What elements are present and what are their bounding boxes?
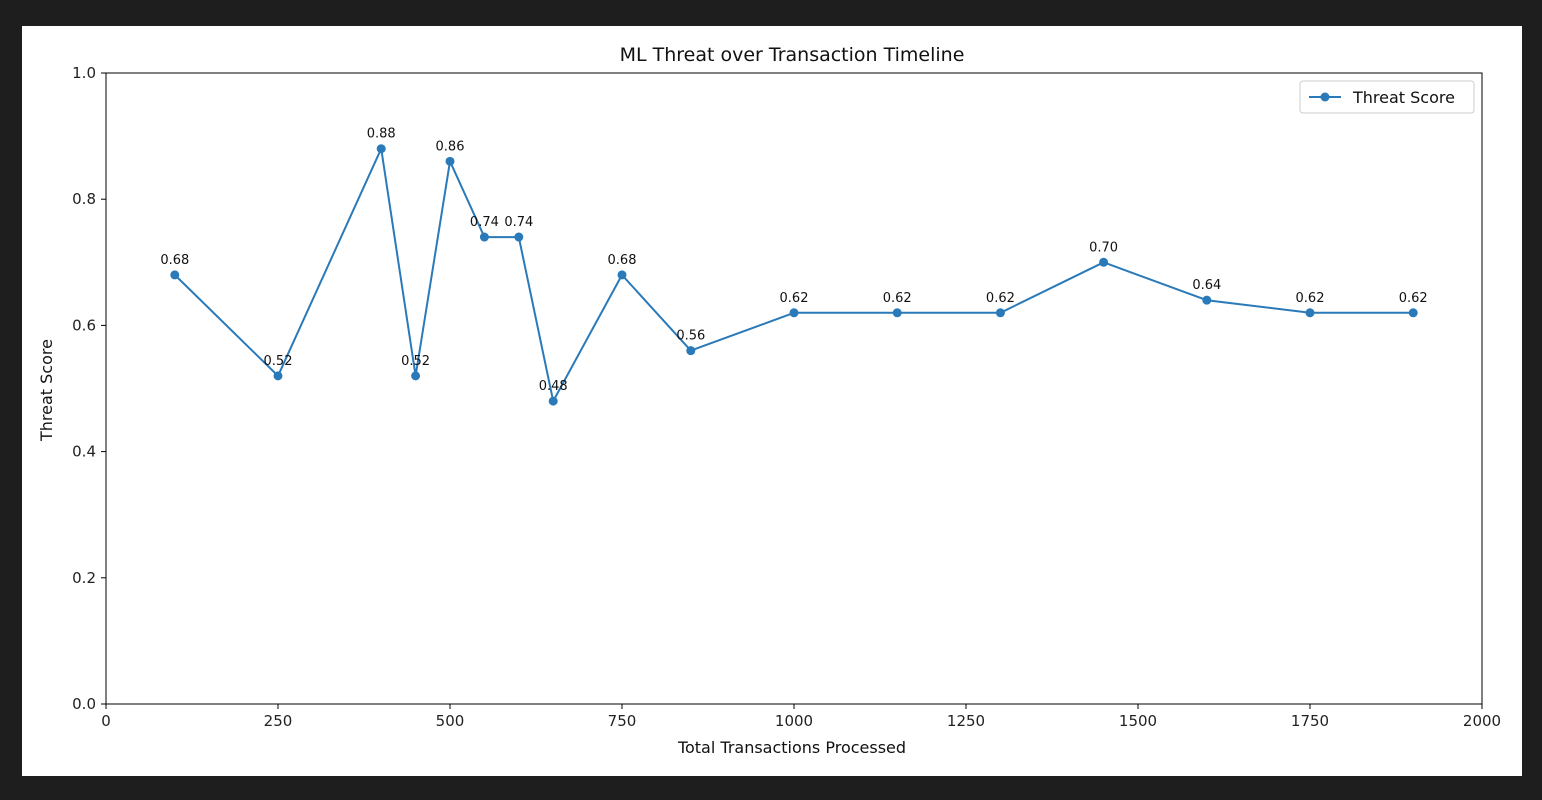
data-point	[273, 371, 283, 381]
data-point	[892, 308, 902, 318]
data-label: 0.56	[676, 329, 705, 344]
legend-marker-swatch	[1320, 92, 1330, 102]
chart-title: ML Threat over Transaction Timeline	[620, 44, 965, 66]
data-point	[479, 232, 489, 242]
data-point	[514, 232, 524, 242]
data-label: 0.88	[367, 127, 396, 142]
chart-figure: ML Threat over Transaction Timeline Tota…	[22, 26, 1522, 776]
x-tick-label: 2000	[1463, 712, 1501, 730]
data-label: 0.62	[1296, 291, 1325, 306]
y-tick-label: 0.8	[72, 190, 96, 208]
x-tick-label: 1000	[775, 712, 813, 730]
data-label: 0.62	[986, 291, 1015, 306]
data-point	[617, 270, 627, 280]
y-axis-title: Threat Score	[37, 339, 56, 442]
plot-frame	[105, 72, 1483, 705]
data-label: 0.74	[504, 215, 533, 230]
legend-label: Threat Score	[1352, 88, 1455, 107]
data-point	[686, 346, 696, 356]
data-point	[170, 270, 180, 280]
y-tick-label: 1.0	[72, 64, 96, 82]
data-label: 0.68	[160, 253, 189, 268]
data-label: 0.62	[780, 291, 809, 306]
x-tick-label: 500	[436, 712, 465, 730]
data-point	[789, 308, 799, 318]
data-label: 0.74	[470, 215, 499, 230]
line-chart: ML Threat over Transaction Timeline Tota…	[37, 44, 1501, 757]
data-label: 0.48	[539, 379, 568, 394]
data-point	[995, 308, 1005, 318]
x-tick-label: 1250	[947, 712, 985, 730]
data-point	[445, 156, 455, 166]
data-label: 0.86	[436, 139, 465, 154]
data-label: 0.70	[1089, 240, 1118, 255]
x-tick-label: 250	[264, 712, 293, 730]
data-label: 0.52	[401, 354, 430, 369]
data-label: 0.62	[1399, 291, 1428, 306]
y-tick-label: 0.0	[72, 695, 96, 713]
x-tick-label: 0	[101, 712, 111, 730]
data-label: 0.62	[883, 291, 912, 306]
series-line	[174, 147, 1414, 403]
y-tick-label: 0.2	[72, 569, 96, 587]
y-tick-label: 0.4	[72, 443, 96, 461]
x-tick-label: 1500	[1119, 712, 1157, 730]
y-tick-label: 0.6	[72, 316, 96, 334]
data-point	[1099, 257, 1109, 267]
x-axis-title: Total Transactions Processed	[677, 738, 906, 757]
data-point	[548, 396, 558, 406]
legend-box	[1299, 80, 1475, 114]
data-label: 0.64	[1192, 278, 1221, 293]
data-point	[411, 371, 421, 381]
data-label: 0.68	[608, 253, 637, 268]
data-label: 0.52	[264, 354, 293, 369]
data-point	[1202, 295, 1212, 305]
x-tick-label: 1750	[1291, 712, 1329, 730]
data-point	[376, 144, 386, 154]
x-tick-label: 750	[608, 712, 637, 730]
data-point	[1305, 308, 1315, 318]
data-point	[1408, 308, 1418, 318]
